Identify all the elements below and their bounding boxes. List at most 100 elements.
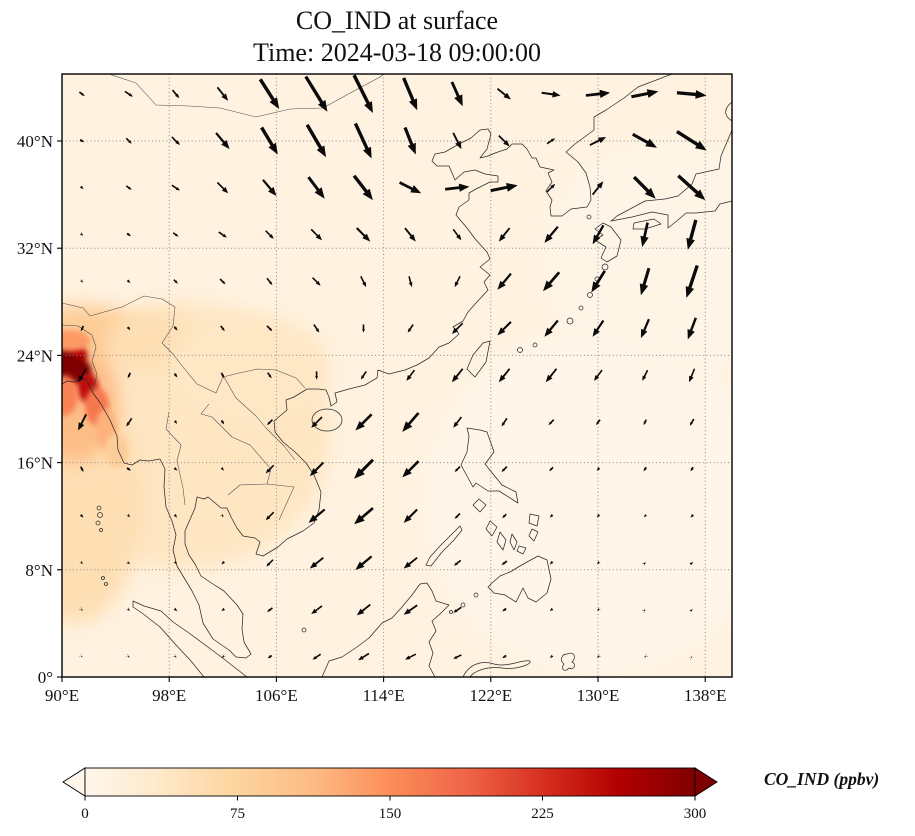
wind-vector-arrow <box>402 460 420 478</box>
wind-vector-arrow <box>589 137 607 146</box>
wind-vector-arrow <box>79 232 84 236</box>
wind-vector-arrow <box>402 412 420 432</box>
wind-vector-arrow <box>497 272 512 290</box>
wind-vector-arrow <box>399 181 422 194</box>
wind-vector-arrow <box>258 78 280 109</box>
border-bangladesh <box>62 324 98 393</box>
coastline-shikoku <box>632 218 662 230</box>
wind-vector-arrow <box>596 513 601 518</box>
wind-vector-arrow <box>402 77 418 111</box>
y-axis-ticks: 0° 8°N 16°N 24°N 32°N 40°N <box>17 132 62 687</box>
map-frame <box>61 73 733 678</box>
wind-vector-arrow <box>452 132 462 150</box>
wind-vector-arrow <box>355 413 373 431</box>
wind-vector-arrow <box>172 232 179 237</box>
wind-vector-arrow <box>496 88 511 100</box>
wind-vector-arrow <box>639 267 651 296</box>
wind-vector-arrow <box>78 91 85 97</box>
wind-vector-arrow <box>312 277 321 286</box>
wind-vector-arrow <box>221 607 226 612</box>
wind-vector-arrow <box>358 652 370 661</box>
wind-vector-arrow <box>640 318 650 339</box>
wind-vector-arrow <box>262 179 277 196</box>
wind-vector-arrow <box>404 227 416 242</box>
wind-vector-arrow <box>690 466 694 472</box>
wind-vector-arrow <box>356 603 371 616</box>
wind-vector-arrow <box>267 654 273 659</box>
wind-vector-arrow <box>354 507 374 525</box>
wind-vector-arrow <box>644 654 648 658</box>
x-tick-label: 114°E <box>363 686 405 705</box>
co-plume <box>62 329 91 352</box>
wind-vector-arrow <box>353 122 372 159</box>
coastline-ryukyu-islands <box>517 263 609 353</box>
wind-vector-arrow <box>360 371 367 380</box>
wind-vector-arrow <box>502 654 507 659</box>
wind-vector-arrow <box>173 420 177 424</box>
wind-vector-arrow <box>596 607 601 611</box>
wind-vector-arrow <box>642 369 649 381</box>
wind-vector-arrow <box>360 275 367 288</box>
x-tick-label: 106°E <box>255 686 298 705</box>
wind-vector-arrow <box>690 514 694 518</box>
wind-vector-arrow <box>215 132 230 150</box>
colorbar-tick-label: 0 <box>81 806 89 822</box>
wind-vector-arrow <box>676 90 707 99</box>
coastline-borneo <box>321 582 450 677</box>
wind-vector-arrow <box>356 227 371 242</box>
wind-vector-arrow <box>453 559 462 566</box>
coastline-natuna <box>301 627 307 633</box>
wind-vector-arrow <box>689 609 693 613</box>
wind-vector-arrow <box>260 126 278 155</box>
wind-vector-arrow <box>450 81 463 107</box>
colorbar-over-arrow <box>694 767 718 797</box>
wind-vector-arrow <box>642 562 646 566</box>
wind-vector-arrow <box>643 466 647 472</box>
wind-vector-arrow <box>685 265 699 298</box>
wind-vector-arrow <box>544 319 559 337</box>
wind-vector-arrow <box>313 324 320 333</box>
wind-vector-arrow <box>453 416 462 428</box>
wind-vector-arrow <box>454 275 461 288</box>
co-plume <box>169 315 330 423</box>
wind-vector-arrow <box>309 461 325 477</box>
co-plume <box>423 328 732 677</box>
wind-vector-arrow <box>78 413 87 431</box>
coastline-mindanao <box>487 555 552 603</box>
wind-vector-arrow <box>126 561 131 564</box>
wind-vector-arrow <box>686 219 698 250</box>
wind-vector-arrow <box>549 514 554 518</box>
x-tick-label: 122°E <box>469 686 512 705</box>
wind-vector-arrow <box>80 514 84 518</box>
y-tick-label: 0° <box>38 668 53 687</box>
wind-vector-arrow <box>502 513 507 519</box>
coastline-halmahera <box>561 652 575 671</box>
colorbar: 0 75 150 225 300 <box>62 767 718 822</box>
wind-vector-arrow <box>126 467 131 471</box>
wind-vector-arrow <box>688 656 693 660</box>
wind-vector-arrow <box>220 513 224 518</box>
coastline-palawan <box>425 525 463 567</box>
wind-vector-arrow <box>315 371 318 380</box>
wind-vector-arrow <box>126 654 130 658</box>
border-myanmar-thailand <box>165 411 186 506</box>
coastline-honshu-south <box>610 200 732 229</box>
wind-vector-arrow <box>171 184 180 191</box>
y-tick-label: 32°N <box>17 239 53 258</box>
wind-vector-arrow <box>220 467 224 471</box>
co-plume <box>544 141 732 383</box>
wind-vector-arrow <box>585 89 611 98</box>
wind-vector-arrow <box>403 508 418 523</box>
wind-vector-arrow <box>173 279 178 284</box>
wind-vector-arrow <box>592 319 605 337</box>
wind-vector-arrow <box>354 458 374 479</box>
wind-vector-arrow <box>549 561 554 565</box>
wind-vector-arrow <box>126 607 131 611</box>
border-vietnam-laos <box>223 376 296 461</box>
coastline-hokkaido-edge <box>725 101 732 122</box>
coastlines <box>62 74 732 677</box>
plot-time-subtitle: Time: 2024-03-18 09:00:00 <box>253 38 541 67</box>
wind-vector-arrow <box>403 126 416 155</box>
wind-vector-arrow <box>79 654 83 658</box>
wind-vector-arrow <box>452 228 462 241</box>
